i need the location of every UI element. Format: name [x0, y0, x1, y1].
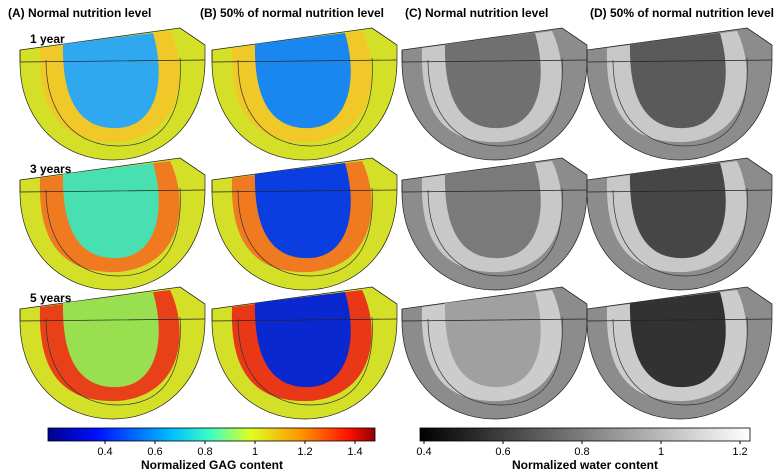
colorbar-tick-label: 1 [252, 446, 258, 458]
colorbar-tick-label: 0.8 [197, 446, 212, 458]
boundary-line [612, 57, 748, 147]
column-title: (C) Normal nutrition level [405, 6, 548, 20]
edge-line [19, 286, 206, 322]
column-title: (D) 50% of normal nutrition level [590, 6, 774, 20]
model-render [586, 286, 773, 420]
colorbar-water [419, 427, 751, 442]
model-render [401, 286, 588, 420]
model-render [211, 286, 398, 420]
nucleus [254, 163, 351, 259]
model-render [586, 27, 773, 161]
colorbar-tick-label: 0.8 [574, 446, 589, 458]
column-title: (B) 50% of normal nutrition level [200, 6, 384, 20]
model-render [19, 286, 206, 420]
edge-line [211, 27, 398, 63]
row-label: 5 years [30, 291, 72, 305]
boundary-line [612, 187, 748, 277]
boundary-line [237, 316, 373, 406]
colorbar-gag [47, 427, 376, 442]
nucleus [62, 163, 159, 259]
boundary-line [427, 57, 563, 147]
column-title: (A) Normal nutrition level [8, 6, 151, 20]
model-render [211, 157, 398, 291]
colorbar-tick-label: 1.2 [732, 446, 747, 458]
colorbar-label: Normalized GAG content [141, 458, 283, 472]
nucleus [629, 33, 726, 129]
nucleus [62, 292, 159, 388]
nucleus [629, 163, 726, 259]
boundary-line [427, 187, 563, 277]
nucleus [254, 292, 351, 388]
nucleus [444, 33, 541, 129]
row-label: 1 year [30, 32, 65, 46]
boundary-line [237, 57, 373, 147]
colorbar-tick-label: 0.4 [416, 446, 431, 458]
boundary-line [45, 57, 181, 147]
edge-line [19, 27, 206, 63]
edge-line [401, 157, 588, 193]
edge-line [211, 157, 398, 193]
colorbar-tick-label: 0.6 [495, 446, 510, 458]
edge-line [586, 27, 773, 63]
boundary-line [612, 316, 748, 406]
nucleus [629, 292, 726, 388]
row-label: 3 years [30, 162, 72, 176]
edge-line [19, 157, 206, 193]
edge-line [401, 286, 588, 322]
boundary-line [237, 187, 373, 277]
edge-line [586, 286, 773, 322]
colorbar-tick-label: 1.2 [297, 446, 312, 458]
boundary-line [45, 316, 181, 406]
colorbar-label: Normalized water content [512, 458, 658, 472]
colorbar-tick-label: 1 [658, 446, 664, 458]
colorbar-tick-label: 0.4 [97, 446, 112, 458]
edge-line [586, 157, 773, 193]
model-render [401, 27, 588, 161]
model-render [401, 157, 588, 291]
colorbar-tick-label: 1.4 [347, 446, 362, 458]
nucleus [444, 292, 541, 388]
model-render [19, 27, 206, 161]
nucleus [62, 33, 159, 129]
model-render [211, 27, 398, 161]
model-render [19, 157, 206, 291]
edge-line [211, 286, 398, 322]
boundary-line [45, 187, 181, 277]
colorbar-tick-label: 0.6 [147, 446, 162, 458]
boundary-line [427, 316, 563, 406]
nucleus [254, 33, 351, 129]
nucleus [444, 163, 541, 259]
edge-line [401, 27, 588, 63]
model-render [586, 157, 773, 291]
